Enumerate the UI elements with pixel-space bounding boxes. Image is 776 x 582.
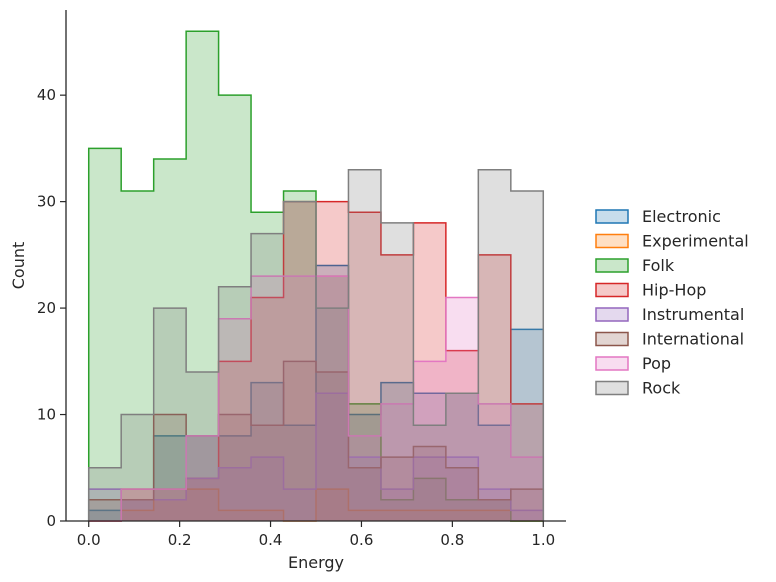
histogram-bar-rock <box>413 425 445 521</box>
legend-swatch <box>595 233 629 249</box>
legend-label: Pop <box>642 354 671 373</box>
legend-swatch <box>595 307 629 322</box>
histogram-series-layer <box>87 30 545 522</box>
legend: Electronic Experimental Folk Hip-Hop Instrum… <box>595 207 749 398</box>
series-rock <box>87 168 545 521</box>
histogram-bar-rock <box>121 415 154 521</box>
y-tick-label: 10 <box>37 406 56 424</box>
legend-swatch <box>595 282 629 298</box>
legend-swatch <box>595 356 629 371</box>
legend-label: Hip-Hop <box>642 281 706 300</box>
y-axis-label: Count <box>9 242 28 290</box>
histogram-bar-folk <box>89 148 121 521</box>
series-fill-rock <box>88 169 544 521</box>
legend-swatch <box>595 380 629 396</box>
x-tick-label: 1.0 <box>531 531 555 549</box>
histogram-bar-rock <box>219 287 251 521</box>
x-tick-label: 0.6 <box>350 531 374 549</box>
series-fill-pop <box>88 276 544 521</box>
histogram-bar-rock <box>154 308 186 521</box>
legend-label: International <box>642 330 744 349</box>
legend-item-rock: Rock <box>595 379 681 398</box>
legend-item-electronic: Electronic <box>595 207 721 226</box>
legend-swatch <box>595 209 629 224</box>
x-axis-label: Energy <box>288 553 344 572</box>
series-fill-international <box>88 361 544 521</box>
legend-item-experimental: Experimental <box>595 232 749 251</box>
x-tick-label: 0.0 <box>77 531 101 549</box>
series-outline-rock <box>87 168 545 521</box>
histogram-bar-rock <box>381 223 413 521</box>
x-tick-label: 0.8 <box>440 531 464 549</box>
series-outline-international <box>87 360 545 521</box>
histogram-bar-rock <box>511 191 543 521</box>
y-tick-label: 0 <box>46 512 56 530</box>
histogram-bar-rock <box>89 468 121 521</box>
histogram-bar-rock <box>446 393 478 521</box>
legend-label: Folk <box>642 256 675 275</box>
legend-item-hip-hop: Hip-Hop <box>595 281 706 300</box>
y-tick-label: 20 <box>37 299 56 317</box>
legend-label: Rock <box>642 379 681 398</box>
legend-label: Experimental <box>642 232 749 251</box>
legend-label: Instrumental <box>642 305 744 324</box>
x-axis-ticks: 0.0 0.2 0.4 0.6 0.8 1.0 <box>77 521 555 549</box>
legend-item-pop: Pop <box>595 354 671 373</box>
legend-swatch <box>595 331 629 347</box>
x-tick-label: 0.4 <box>259 531 283 549</box>
series-international <box>87 360 545 521</box>
x-tick-label: 0.2 <box>168 531 192 549</box>
legend-swatch <box>595 258 629 273</box>
legend-item-instrumental: Instrumental <box>595 305 744 324</box>
histogram-bar-rock <box>186 372 218 521</box>
histogram-bar-rock <box>284 202 316 521</box>
legend-item-international: International <box>595 330 744 349</box>
y-tick-label: 40 <box>37 86 56 104</box>
axes: 0.0 0.2 0.4 0.6 0.8 1.0 0 10 20 30 40 Energy Coun… <box>9 10 566 572</box>
legend-item-folk: Folk <box>595 256 675 275</box>
histogram-bar-rock <box>478 170 511 521</box>
histogram-bar-rock <box>251 234 284 521</box>
histogram-bar-rock <box>316 308 348 521</box>
legend-label: Electronic <box>642 207 721 226</box>
y-axis-ticks: 0 10 20 30 40 <box>37 86 66 530</box>
histogram-bar-rock <box>348 170 381 521</box>
y-tick-label: 30 <box>37 193 56 211</box>
series-outline-folk <box>87 30 544 522</box>
